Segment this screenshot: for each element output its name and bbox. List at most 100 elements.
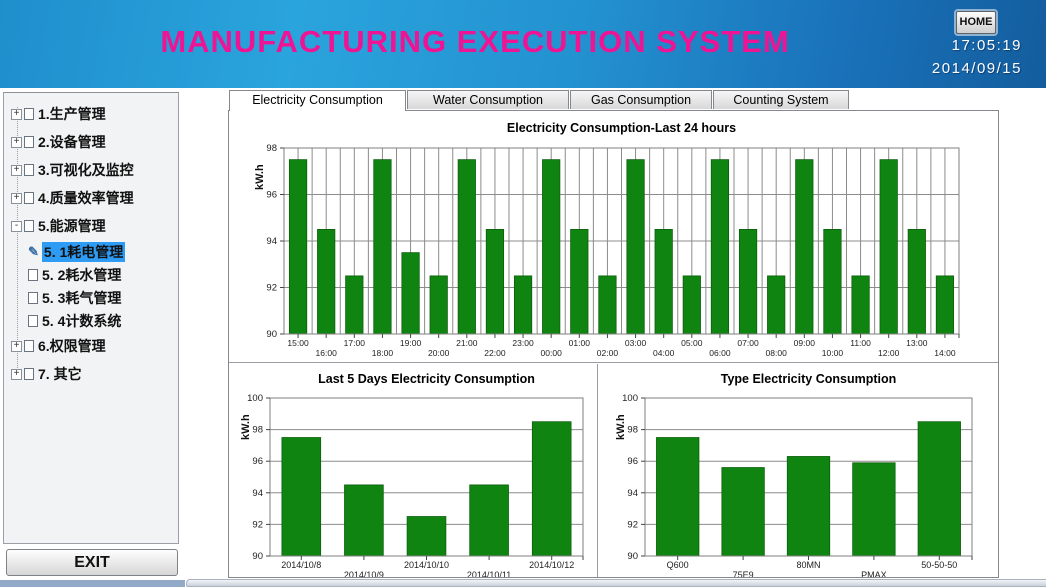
sidebar-item-label: 7. 其它: [38, 366, 82, 382]
bar: [795, 159, 814, 335]
tab-gas-consumption[interactable]: Gas Consumption: [570, 90, 712, 109]
tab-electricity-consumption[interactable]: Electricity Consumption: [229, 90, 406, 111]
bar: [281, 437, 322, 557]
x-tick-label: 07:00: [737, 338, 759, 348]
document-icon: [28, 314, 38, 327]
tab-water-consumption[interactable]: Water Consumption: [407, 90, 569, 109]
app-title: MANUFACTURING EXECUTION SYSTEM: [160, 24, 790, 59]
y-tick-label: 96: [627, 456, 638, 467]
x-tick-label: 2014/10/12: [529, 560, 574, 570]
sidebar-item-visualization[interactable]: + 3.可视化及监控: [4, 156, 178, 184]
expand-icon[interactable]: +: [11, 340, 22, 352]
bar: [570, 229, 589, 335]
sidebar-item-label: 2.设备管理: [38, 134, 106, 150]
x-tick-label: 17:00: [344, 338, 366, 348]
bar: [654, 229, 673, 335]
bar: [721, 467, 765, 557]
x-tick-label: 2014/10/8: [281, 560, 321, 570]
x-tick-label: Q600: [667, 560, 689, 570]
sidebar-item-other[interactable]: + 7. 其它: [4, 360, 178, 388]
sidebar-item-production[interactable]: + 1.生产管理: [4, 100, 178, 128]
expand-icon[interactable]: +: [11, 192, 22, 204]
document-icon: [24, 108, 34, 120]
sidebar-item-label: 3.可视化及监控: [38, 162, 134, 178]
tab-counting-system[interactable]: Counting System: [713, 90, 849, 109]
sidebar-item-label: 5. 2耗水管理: [42, 266, 122, 283]
sidebar-item-energy[interactable]: - 5.能源管理: [4, 212, 178, 240]
y-tick-label: 100: [622, 393, 638, 404]
y-axis-label: kW.h: [240, 414, 252, 440]
bar-chart-svg: Last 5 Days Electricity Consumption kW.h 9…: [240, 372, 584, 580]
x-tick-label: 06:00: [709, 348, 731, 358]
exit-button[interactable]: EXIT: [6, 549, 178, 576]
bar: [710, 159, 730, 335]
bar: [429, 275, 448, 335]
home-button[interactable]: HOME: [956, 11, 996, 34]
bar: [288, 159, 308, 335]
sidebar-item-label: 6.权限管理: [38, 338, 106, 354]
x-tick-label: 13:00: [906, 338, 928, 348]
bar: [852, 462, 896, 557]
bar: [317, 229, 336, 335]
x-tick-label: PMAX: [861, 570, 887, 577]
x-tick-label: 16:00: [316, 348, 338, 358]
chart-title: Last 5 Days Electricity Consumption: [318, 372, 535, 386]
document-icon: [24, 192, 34, 204]
y-tick-label: 92: [627, 519, 638, 530]
chart-title: Electricity Consumption-Last 24 hours: [507, 121, 736, 135]
collapse-icon[interactable]: -: [11, 220, 22, 232]
bar-chart-svg: Type Electricity Consumption kW.h 90 92 94 96…: [615, 372, 973, 580]
x-tick-label: 00:00: [541, 348, 563, 358]
x-tick-label: 50-50-50: [921, 560, 957, 570]
x-tick-label: 08:00: [766, 348, 788, 358]
sidebar-item-equipment[interactable]: + 2.设备管理: [4, 128, 178, 156]
sidebar-item-counting-system[interactable]: 5. 4计数系统: [4, 309, 178, 332]
y-tick-label: 100: [247, 393, 263, 404]
x-tick-label: 15:00: [287, 338, 309, 348]
sidebar-item-label: 5. 4计数系统: [42, 312, 122, 329]
y-tick-label: 98: [627, 425, 638, 436]
clock: 17:05:19 2014/09/15: [932, 37, 1022, 83]
expand-icon[interactable]: +: [11, 136, 22, 148]
sidebar-item-permissions[interactable]: + 6.权限管理: [4, 332, 178, 360]
x-tick-label: 04:00: [653, 348, 675, 358]
bar: [457, 159, 476, 335]
x-tick-label: 21:00: [456, 338, 478, 348]
sidebar-item-gas-mgmt[interactable]: 5. 3耗气管理: [4, 286, 178, 309]
y-tick-label: 96: [266, 190, 277, 201]
y-tick-label: 90: [252, 551, 263, 562]
bar: [373, 159, 392, 335]
bar: [485, 229, 505, 335]
expand-icon[interactable]: +: [11, 108, 22, 120]
document-icon: [24, 164, 34, 176]
expand-icon[interactable]: +: [11, 164, 22, 176]
sidebar-item-label: 1.生产管理: [38, 106, 106, 122]
sidebar-item-quality[interactable]: + 4.质量效率管理: [4, 184, 178, 212]
document-icon: [24, 136, 34, 148]
y-tick-label: 92: [252, 519, 263, 530]
chart-last-5-days: Last 5 Days Electricity Consumption kW.h 9…: [229, 364, 598, 580]
sidebar-item-water-mgmt[interactable]: 5. 2耗水管理: [4, 263, 178, 286]
bar: [917, 421, 961, 557]
x-tick-label: 2014/10/10: [404, 560, 449, 570]
bar: [935, 275, 955, 335]
sidebar-item-label-selected: 5. 1耗电管理: [41, 241, 126, 262]
sidebar-item-label: 5. 3耗气管理: [42, 289, 122, 306]
chart-title: Type Electricity Consumption: [721, 372, 897, 386]
expand-icon[interactable]: +: [11, 368, 22, 380]
document-icon: [24, 220, 34, 232]
document-icon: [28, 268, 38, 281]
bar: [786, 456, 831, 557]
bar: [345, 275, 364, 335]
chart-last-24-hours: Electricity Consumption-Last 24 hours kW.…: [229, 111, 998, 363]
bar: [344, 484, 384, 557]
tab-content-panel: Electricity Consumption-Last 24 hours kW.…: [228, 110, 999, 580]
x-tick-label: 75E9: [733, 570, 754, 577]
window-edge-left: [0, 580, 185, 587]
sidebar-item-electricity-mgmt[interactable]: ✎ 5. 1耗电管理: [4, 240, 178, 263]
x-tick-label: 01:00: [569, 338, 591, 348]
bar: [823, 229, 842, 335]
x-tick-label: 20:00: [428, 348, 450, 358]
menu-tree: + 1.生产管理 + 2.设备管理 + 3.可视化及监控 + 4.质量效率管理 …: [4, 93, 178, 388]
tab-bar: Electricity Consumption Water Consumptio…: [229, 90, 850, 111]
